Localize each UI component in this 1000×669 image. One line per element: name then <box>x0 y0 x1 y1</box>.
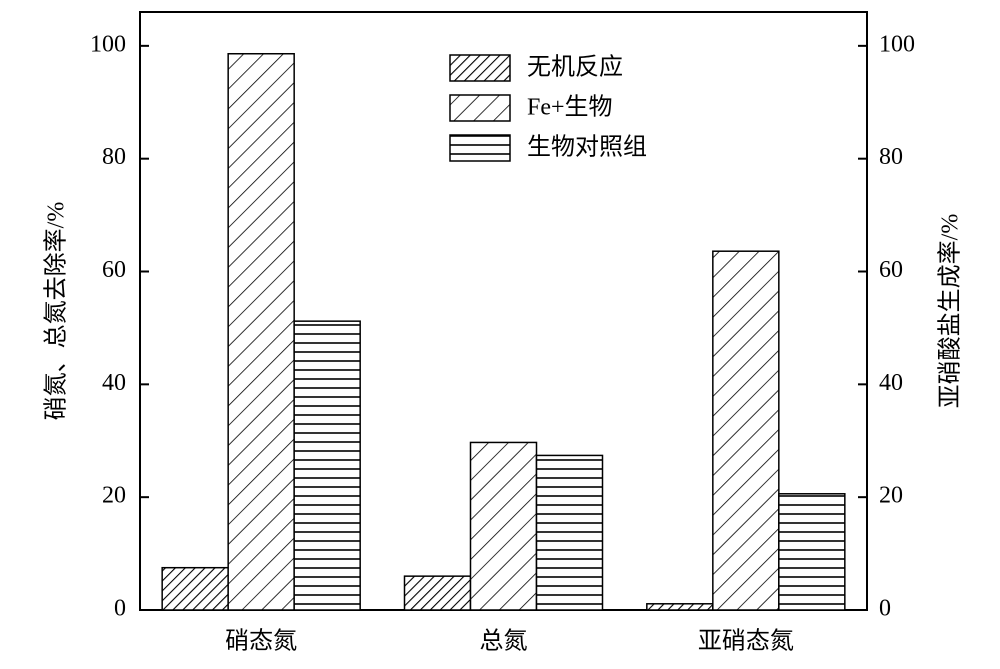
y-tick-label: 100 <box>90 31 126 57</box>
legend-swatch <box>449 134 511 162</box>
y-tick-label: 80 <box>102 144 126 170</box>
bar <box>293 320 361 611</box>
y2-tick-label: 80 <box>879 144 903 170</box>
bar <box>712 250 780 611</box>
legend-label: 生物对照组 <box>527 134 647 161</box>
y-tick-label: 20 <box>102 483 126 509</box>
y2-tick-label: 0 <box>879 596 891 622</box>
y2-tick-label: 40 <box>879 370 903 396</box>
bar <box>403 575 472 611</box>
legend-swatch <box>449 54 511 82</box>
legend-swatch <box>449 94 511 122</box>
legend-label: 无机反应 <box>527 54 623 81</box>
x-tick-label: 硝态氮 <box>225 628 297 655</box>
y2-axis-label: 亚硝酸盐生成率/% <box>937 214 964 409</box>
bar <box>535 454 604 611</box>
y-tick-label: 0 <box>114 596 126 622</box>
y-tick-label: 40 <box>102 370 126 396</box>
bar <box>778 493 846 611</box>
y2-tick-label: 100 <box>879 31 915 57</box>
bar <box>227 52 295 611</box>
bar <box>161 566 229 611</box>
legend-label: Fe+生物 <box>527 94 613 121</box>
x-tick-label: 亚硝态氮 <box>698 628 794 655</box>
y-axis-label: 硝氮、总氮去除率/% <box>43 202 70 421</box>
y2-tick-label: 60 <box>879 257 903 283</box>
x-tick-label: 总氮 <box>480 628 528 655</box>
y2-tick-label: 20 <box>879 483 903 509</box>
bar <box>646 603 714 611</box>
y-tick-label: 60 <box>102 257 126 283</box>
bar <box>469 441 538 611</box>
